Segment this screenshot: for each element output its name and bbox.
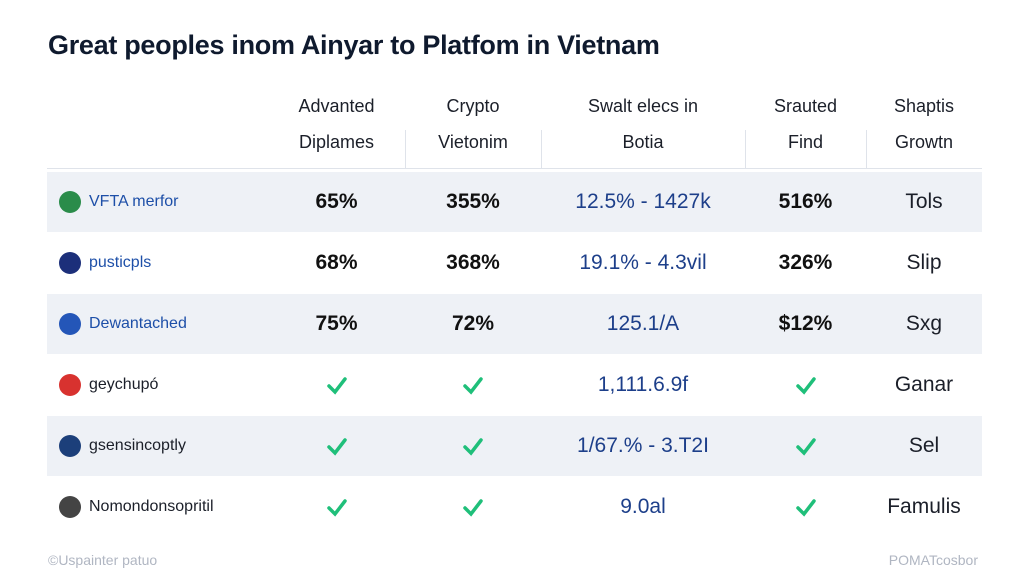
value-cell: 326% [778,251,833,274]
check-mark [463,438,483,456]
value-cell: Sel [908,434,940,457]
value-cell: 19.1% - 4.3vil [579,251,707,274]
column-header: Srauted [773,96,838,116]
value-cell: 516% [778,190,833,213]
value-cell [268,355,405,415]
check-mark [326,377,347,395]
platform-cell: Nomondonsopritil [59,477,269,537]
column-header: Advanted [298,96,375,116]
platform-icon [59,374,81,396]
value-cell: 68% [315,251,358,274]
column-header: Shaptis [893,96,955,116]
value-cell [268,416,405,476]
check-icon [795,499,816,517]
check-mark [326,499,347,517]
platform-cell: pusticpls [59,233,269,293]
value-cell: 368% [446,251,500,274]
platform-name: gsensincoptly [89,437,186,454]
platform-icon [59,191,81,213]
check-mark [463,377,483,395]
value-cell: 9.0al [620,495,666,518]
value-cell: Slip [906,251,942,274]
header-rule [47,168,982,169]
platform-icon [59,313,81,335]
divider [405,130,406,168]
value-cell: Ganar [894,373,954,396]
table-row: VFTA merfor 65% 355% 12.5% - 1427k 516% Tols [47,172,982,232]
value-cell: 75% [315,312,358,335]
divider [866,130,867,168]
value-cell: 125.1/A [606,312,680,335]
column-header: Swalt elecs in [587,96,699,116]
title: Great peoples inom Ainyar to Platfom in … [48,30,660,60]
column-header: Vietonim [438,132,508,152]
value-cell: Tols [905,190,943,213]
platform-cell: VFTA merfor [59,172,269,232]
value-cell [405,477,541,537]
table-row: Nomondonsopritil 9.0al Famulis [47,477,982,537]
value-cell [405,355,541,415]
platform-icon [59,252,81,274]
value-cell [405,416,541,476]
platform-icon [59,496,81,518]
check-icon [326,377,347,395]
platform-icon [59,435,81,457]
table-row: pusticpls 68% 368% 19.1% - 4.3vil 326% Slip [47,233,982,293]
platform-cell: geychupó [59,355,269,415]
platform-cell: Dewantached [59,294,269,354]
footer-left: ©Uspainter patuo [48,552,158,568]
footer-right: POMATcosbor [888,552,978,568]
value-cell [268,477,405,537]
table-row: gsensincoptly 1/67.% - 3.T2I Sel [47,416,982,476]
value-cell: 1/67.% - 3.T2I [577,434,709,457]
check-icon [463,377,483,395]
column-header: Crypto [446,96,500,116]
check-mark [795,377,816,395]
platform-name: geychupó [89,376,159,393]
column-header: Find [787,132,823,152]
value-cell: Famulis [887,495,961,518]
value-cell: 65% [315,190,358,213]
value-cell [745,416,866,476]
platform-name: VFTA merfor [89,193,179,210]
column-header: Growtn [894,132,954,152]
check-icon [463,438,483,456]
check-mark [795,438,816,456]
platform-name: pusticpls [89,254,152,271]
platform-name: Dewantached [89,315,187,332]
table-row: Dewantached 75% 72% 125.1/A $12% Sxg [47,294,982,354]
divider [541,130,542,168]
check-mark [795,499,816,517]
value-cell: 1,111.6.9f [597,373,689,396]
divider [745,130,746,168]
value-cell: $12% [778,312,833,335]
check-mark [326,438,347,456]
platform-name: Nomondonsopritil [89,498,214,515]
check-icon [326,499,347,517]
value-cell: 12.5% - 1427k [575,190,711,213]
check-icon [795,377,816,395]
value-cell: 355% [446,190,500,213]
check-icon [463,499,483,517]
value-cell: Sxg [905,312,943,335]
platform-cell: gsensincoptly [59,416,269,476]
check-mark [463,499,483,517]
value-cell [745,355,866,415]
check-icon [326,438,347,456]
column-header: Diplames [298,132,375,152]
check-icon [795,438,816,456]
table-row: geychupó 1,111.6.9f Ganar [47,355,982,415]
value-cell [745,477,866,537]
value-cell: 72% [451,312,495,335]
column-header: Botia [622,132,664,152]
